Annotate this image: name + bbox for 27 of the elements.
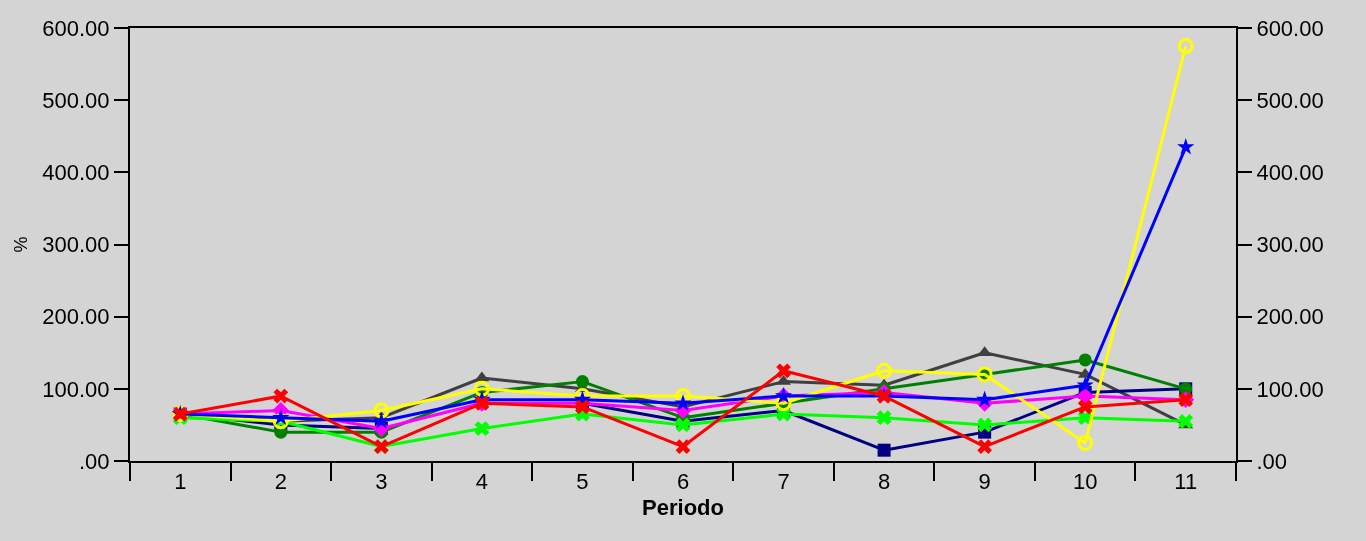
y2-tick-label: 300.00 (1256, 232, 1324, 258)
x-axis-title: Periodo (642, 494, 724, 520)
y-tick-label: 300.00 (42, 232, 110, 258)
x-tick-label: 6 (676, 469, 690, 495)
y-tick-label: 200.00 (42, 304, 110, 330)
x-tick-label: 2 (274, 469, 287, 495)
x-tick-label: 10 (1072, 469, 1098, 495)
x-tick-label: 3 (375, 469, 388, 495)
y-tick-label: 600.00 (42, 15, 110, 41)
y-tick-label: 100.00 (42, 376, 110, 402)
y-tick-label: 400.00 (42, 160, 110, 186)
x-tick-label: 8 (877, 469, 891, 495)
y2-tick-label: 600.00 (1256, 15, 1324, 41)
x-tick-label: 11 (1174, 469, 1198, 495)
y-tick-label: 500.00 (42, 87, 110, 113)
x-tick-label: 1 (174, 469, 187, 495)
y-axis-title: % (11, 236, 31, 253)
x-tick-label: 5 (576, 469, 589, 495)
y2-tick-label: 500.00 (1256, 87, 1324, 113)
x-tick-label: 7 (777, 469, 790, 495)
y2-tick-label: 100.00 (1256, 376, 1324, 402)
y2-tick-label: 400.00 (1256, 160, 1324, 186)
y2-tick-label: .00 (1256, 448, 1287, 474)
y-tick-label: .00 (79, 448, 110, 474)
y2-tick-label: 200.00 (1256, 304, 1324, 330)
x-tick-label: 9 (978, 469, 991, 495)
x-tick-label: 4 (475, 469, 489, 495)
